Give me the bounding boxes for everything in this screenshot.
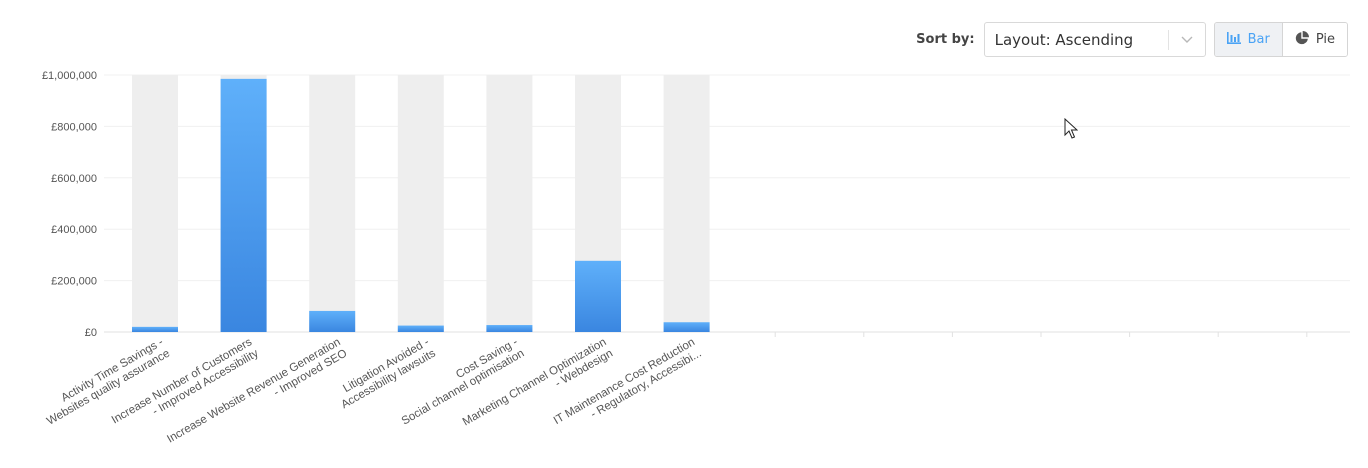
pie-view-label: Pie: [1315, 32, 1335, 47]
x-tick-label: Litigation Avoided -Accessibility lawsui…: [333, 336, 438, 411]
bar: [220, 78, 267, 332]
view-toggle: Bar Pie: [1213, 22, 1348, 57]
y-tick-label: £0: [85, 327, 97, 339]
mouse-cursor-icon: [1064, 117, 1079, 145]
bar-track: [663, 75, 710, 332]
sort-label: Sort by:: [916, 32, 975, 47]
sort-select[interactable]: Layout: Ascending: [983, 22, 1206, 57]
sort-select-value: Layout: Ascending: [994, 30, 1134, 49]
bar-view-button[interactable]: Bar: [1214, 23, 1283, 56]
y-tick-label: £800,000: [51, 121, 97, 133]
chevron-down-icon: [1169, 36, 1205, 44]
sort-select-divider: [1167, 29, 1169, 50]
bar-track: [132, 75, 178, 332]
bar: [309, 310, 356, 332]
bar-track: [397, 75, 444, 332]
y-tick-label: £400,000: [51, 224, 97, 236]
y-tick-label: £1,000,000: [42, 70, 97, 82]
bar-chart-icon: [1226, 31, 1241, 48]
bar: [575, 260, 621, 332]
x-tick-label: Activity Time Savings -Websites quality …: [38, 336, 172, 428]
x-tick-label: Marketing Channel Optimization- Webdesig…: [461, 336, 615, 439]
y-tick-label: £200,000: [51, 276, 97, 288]
bar-view-label: Bar: [1247, 32, 1270, 47]
pie-view-button[interactable]: Pie: [1282, 23, 1347, 56]
chart-toolbar: Sort by: Layout: Ascending Bar: [916, 21, 1348, 58]
bar-track: [309, 75, 356, 332]
bar: [663, 322, 710, 332]
bar: [397, 325, 444, 332]
bar: [132, 326, 178, 332]
pie-chart-icon: [1295, 30, 1309, 49]
bar-track: [486, 75, 533, 332]
y-tick-label: £600,000: [51, 173, 97, 185]
bar: [486, 325, 533, 332]
